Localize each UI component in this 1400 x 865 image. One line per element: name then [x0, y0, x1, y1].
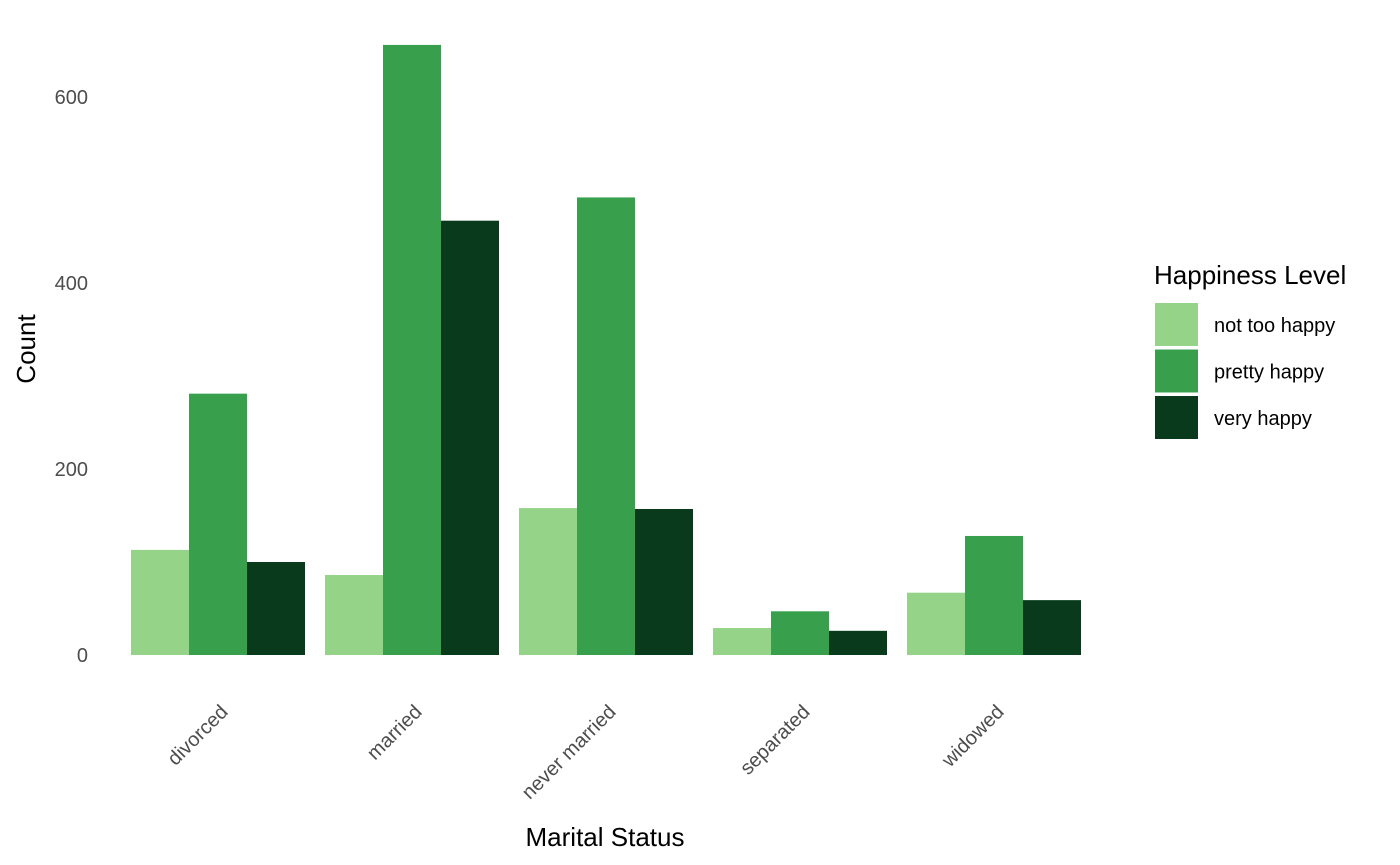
bar-married-very-happy: [441, 220, 499, 655]
bar-divorced-not-too-happy: [131, 549, 189, 655]
x-tick-label: widowed: [937, 701, 1008, 772]
bar-widowed-pretty-happy: [965, 535, 1023, 655]
legend-key-not-too-happy: [1155, 303, 1198, 346]
legend-key-very-happy: [1155, 396, 1198, 439]
legend-title: Happiness Level: [1154, 260, 1346, 290]
x-tick-label: divorced: [164, 701, 233, 770]
legend-key-pretty-happy: [1155, 349, 1198, 393]
bar-married-not-too-happy: [325, 575, 383, 655]
y-tick-label: 0: [77, 645, 88, 667]
y-axis-ticks: 0 200 400 600: [55, 87, 88, 667]
x-tick-label: married: [363, 701, 426, 764]
y-tick-label: 200: [55, 459, 88, 481]
bar-widowed-very-happy: [1023, 600, 1081, 655]
bar-separated-not-too-happy: [713, 628, 771, 655]
bar-widowed-not-too-happy: [907, 592, 965, 655]
y-tick-label: 600: [55, 87, 88, 109]
bar-never-married-pretty-happy: [577, 197, 635, 655]
bar-separated-very-happy: [829, 630, 887, 655]
legend-label: very happy: [1214, 408, 1312, 430]
legend-label: pretty happy: [1214, 362, 1324, 384]
x-axis-title: Marital Status: [526, 822, 685, 852]
bar-never-married-very-happy: [635, 508, 693, 655]
legend: Happiness Level not too happy pretty happ…: [1154, 260, 1346, 439]
legend-label: not too happy: [1214, 315, 1335, 337]
bar-married-pretty-happy: [383, 44, 441, 656]
legend-items: not too happy pretty happy very happy: [1155, 303, 1335, 439]
bar-divorced-pretty-happy: [189, 393, 247, 655]
bar-separated-pretty-happy: [771, 611, 829, 655]
y-tick-label: 400: [55, 273, 88, 295]
plot-area: [131, 44, 1081, 656]
x-axis-ticks: divorced married never married separated wid…: [164, 701, 1009, 804]
bar-never-married-not-too-happy: [519, 508, 577, 655]
bar-divorced-very-happy: [247, 562, 305, 655]
x-tick-label: never married: [518, 701, 621, 804]
y-axis-title: Count: [11, 314, 41, 384]
x-tick-label: separated: [736, 701, 814, 779]
